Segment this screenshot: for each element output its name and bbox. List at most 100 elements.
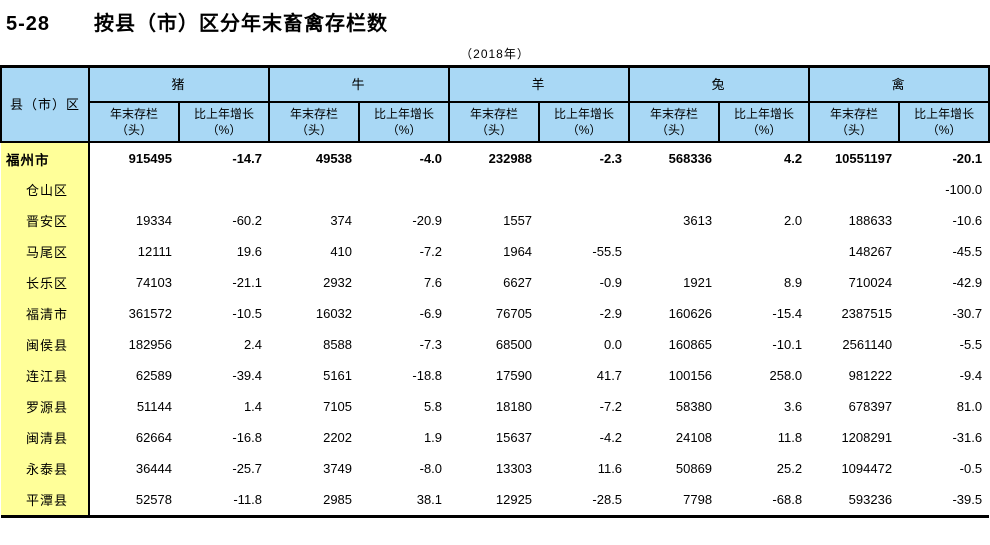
table-cell: 50869 <box>675 461 713 476</box>
table-cell: -2.3 <box>599 151 623 166</box>
subheader-pig-growth: 比上年增长 （%） <box>177 101 271 143</box>
table-cell: -68.8 <box>772 492 803 507</box>
table-cell: 148267 <box>848 244 893 259</box>
table-cell: 5161 <box>323 368 353 383</box>
row-label: 福州市 <box>1 142 90 174</box>
group-header-poultry: 禽 <box>808 65 990 103</box>
table-cell <box>179 174 269 205</box>
table-cell <box>269 174 359 205</box>
table-cell: 710024 <box>848 275 893 290</box>
table-cell: 25.2 <box>776 461 803 476</box>
table-cell: 2202 <box>323 430 353 445</box>
table-cell: 76705 <box>495 306 533 321</box>
table-cell: -18.8 <box>412 368 443 383</box>
table-body: 福州市 915495 -14.7 49538 -4.0 232988 -2.3 568336 4… <box>1 142 989 517</box>
table-row: 马尾区 12111 19.6 410 -7.2 1964 -55.5 148267 -45.5 <box>1 236 989 267</box>
subheader-cattle-stock: 年末存栏 （头） <box>268 101 361 143</box>
row-label: 晋安区 <box>1 205 90 236</box>
table-row: 平潭县 52578 -11.8 2985 38.1 12925 -28.5 7798 -68.8… <box>1 484 989 517</box>
table-cell: 8.9 <box>783 275 803 290</box>
table-cell: 2387515 <box>841 306 893 321</box>
table-cell: 58380 <box>675 399 713 414</box>
row-label: 闽侯县 <box>1 329 90 360</box>
table-row: 福州市 915495 -14.7 49538 -4.0 232988 -2.3 568336 4… <box>1 142 989 174</box>
table-cell: -7.3 <box>419 337 443 352</box>
table-cell: -20.1 <box>952 151 983 166</box>
table-cell: 1.4 <box>243 399 263 414</box>
table-cell: 1.9 <box>423 430 443 445</box>
table-cell: 182956 <box>128 337 172 352</box>
table-cell <box>539 205 629 236</box>
table-cell: -42.9 <box>952 275 983 290</box>
table-cell: -21.1 <box>232 275 263 290</box>
table-cell: -14.7 <box>232 151 263 166</box>
table-cell: 2932 <box>323 275 353 290</box>
row-label: 罗源县 <box>1 391 90 422</box>
table-cell: 915495 <box>128 151 172 166</box>
table-cell: 38.1 <box>416 492 443 507</box>
table-cell: 2.0 <box>783 213 803 228</box>
table-cell: 62589 <box>135 368 172 383</box>
table-cell: 3749 <box>323 461 353 476</box>
table-cell: 410 <box>330 244 353 259</box>
header-group-row: 县（市）区 猪 牛 羊 兔 禽 <box>0 65 990 143</box>
table-cell: 36444 <box>135 461 172 476</box>
table-cell: -100.0 <box>945 182 983 197</box>
table-cell: 12111 <box>137 244 172 259</box>
table-cell: 2561140 <box>842 337 893 352</box>
table-cell: 2985 <box>323 492 353 507</box>
table-cell <box>449 174 539 205</box>
table-cell: -11.8 <box>233 492 263 507</box>
livestock-table: 县（市）区 猪 牛 羊 兔 禽 年末存栏 （头） 比上年增长 （%） 年末存栏 （头）… <box>0 65 990 518</box>
table-cell: -7.2 <box>419 244 443 259</box>
table-cell: 15637 <box>495 430 533 445</box>
table-cell: -39.4 <box>232 368 263 383</box>
table-cell: -30.7 <box>952 306 983 321</box>
row-label: 仓山区 <box>1 174 90 205</box>
page-title-row: 5-28 按县（市）区分年末畜禽存栏数 <box>0 0 990 36</box>
table-cell: 6627 <box>503 275 533 290</box>
table-cell: -55.5 <box>592 244 623 259</box>
table-number: 5-28 <box>6 13 51 35</box>
table-cell: 232988 <box>488 151 533 166</box>
subheader-rabbit-growth: 比上年增长 （%） <box>718 101 811 143</box>
table-cell: 160626 <box>668 306 713 321</box>
table-cell: -45.5 <box>952 244 983 259</box>
table-row: 罗源县 51144 1.4 7105 5.8 18180 -7.2 58380 3.6 67839… <box>1 391 989 422</box>
table-cell: 7798 <box>683 492 713 507</box>
table-cell: -60.2 <box>232 213 263 228</box>
table-row: 连江县 62589 -39.4 5161 -18.8 17590 41.7 100156 258… <box>1 360 989 391</box>
table-row: 仓山区 -100.0 <box>1 174 989 205</box>
table-cell: -15.4 <box>772 306 803 321</box>
table-cell: -5.5 <box>959 337 983 352</box>
table-cell: -7.2 <box>599 399 623 414</box>
table-cell: 24108 <box>675 430 713 445</box>
table-cell: -0.5 <box>959 461 983 476</box>
table-cell: 374 <box>330 213 353 228</box>
table-cell: 11.8 <box>777 430 803 445</box>
table-cell: 81.0 <box>956 399 983 414</box>
table-cell: -9.4 <box>959 368 983 383</box>
table-cell <box>89 174 179 205</box>
table-cell: -8.0 <box>419 461 443 476</box>
table-cell: -16.8 <box>232 430 263 445</box>
table-cell: -25.7 <box>232 461 263 476</box>
table-cell: 19.6 <box>236 244 263 259</box>
row-label: 永泰县 <box>1 453 90 484</box>
table-cell <box>809 174 899 205</box>
subheader-pig-stock: 年末存栏 （头） <box>88 101 180 143</box>
group-header-cattle: 牛 <box>268 65 451 103</box>
table-cell: 11.6 <box>597 461 623 476</box>
table-cell <box>629 174 719 205</box>
table-row: 晋安区 19334 -60.2 374 -20.9 1557 3613 2.0 188633 -1… <box>1 205 989 236</box>
table-cell: 13303 <box>495 461 533 476</box>
table-cell: 12925 <box>495 492 533 507</box>
row-header-cell: 县（市）区 <box>0 65 90 143</box>
page-title: 按县（市）区分年末畜禽存栏数 <box>94 13 389 35</box>
row-label: 平潭县 <box>1 484 90 517</box>
table-cell: -39.5 <box>952 492 983 507</box>
table-cell: 7.6 <box>423 275 443 290</box>
row-label: 长乐区 <box>1 267 90 298</box>
row-label: 福清市 <box>1 298 90 329</box>
